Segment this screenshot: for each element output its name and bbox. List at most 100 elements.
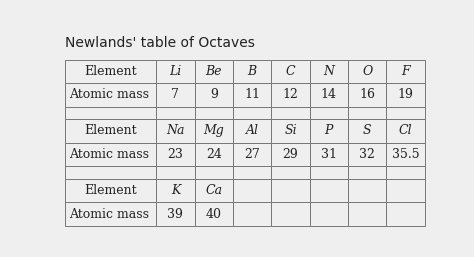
Bar: [65, 202, 156, 226]
Text: K: K: [171, 184, 180, 197]
Bar: [233, 60, 271, 83]
Bar: [271, 107, 310, 119]
Bar: [348, 202, 386, 226]
Bar: [195, 119, 233, 143]
Bar: [271, 202, 310, 226]
Bar: [386, 202, 425, 226]
Text: Atomic mass: Atomic mass: [69, 88, 149, 101]
Bar: [156, 202, 195, 226]
Bar: [195, 143, 233, 166]
Bar: [233, 83, 271, 107]
Bar: [271, 60, 310, 83]
Bar: [195, 60, 233, 83]
Text: P: P: [325, 124, 333, 137]
Bar: [156, 143, 195, 166]
Bar: [195, 202, 233, 226]
Bar: [156, 166, 195, 179]
Bar: [386, 179, 425, 202]
Bar: [233, 107, 271, 119]
Bar: [348, 179, 386, 202]
Text: 16: 16: [359, 88, 375, 101]
Text: 29: 29: [283, 148, 298, 161]
Bar: [386, 166, 425, 179]
Bar: [310, 179, 348, 202]
Bar: [386, 60, 425, 83]
Text: 39: 39: [167, 207, 183, 221]
Text: Cl: Cl: [399, 124, 412, 137]
Bar: [310, 107, 348, 119]
Bar: [233, 202, 271, 226]
Bar: [310, 166, 348, 179]
Text: 40: 40: [206, 207, 222, 221]
Bar: [65, 107, 156, 119]
Bar: [65, 143, 156, 166]
Text: Be: Be: [206, 65, 222, 78]
Text: 24: 24: [206, 148, 222, 161]
Bar: [271, 143, 310, 166]
Bar: [65, 60, 156, 83]
Text: Atomic mass: Atomic mass: [69, 148, 149, 161]
Bar: [348, 83, 386, 107]
Text: O: O: [362, 65, 373, 78]
Text: S: S: [363, 124, 372, 137]
Bar: [233, 166, 271, 179]
Bar: [348, 119, 386, 143]
Bar: [271, 83, 310, 107]
Text: 31: 31: [321, 148, 337, 161]
Text: 14: 14: [321, 88, 337, 101]
Bar: [156, 60, 195, 83]
Text: 19: 19: [398, 88, 413, 101]
Bar: [310, 143, 348, 166]
Bar: [65, 166, 156, 179]
Text: Element: Element: [84, 124, 137, 137]
Text: C: C: [286, 65, 295, 78]
Text: N: N: [323, 65, 334, 78]
Bar: [195, 179, 233, 202]
Text: Al: Al: [246, 124, 259, 137]
Bar: [386, 143, 425, 166]
Bar: [233, 119, 271, 143]
Bar: [348, 166, 386, 179]
Bar: [310, 119, 348, 143]
Bar: [310, 202, 348, 226]
Text: F: F: [401, 65, 410, 78]
Bar: [348, 60, 386, 83]
Text: 9: 9: [210, 88, 218, 101]
Bar: [195, 166, 233, 179]
Bar: [156, 83, 195, 107]
Bar: [271, 179, 310, 202]
Text: 27: 27: [244, 148, 260, 161]
Bar: [310, 60, 348, 83]
Bar: [271, 166, 310, 179]
Text: B: B: [247, 65, 257, 78]
Bar: [65, 119, 156, 143]
Bar: [65, 83, 156, 107]
Text: 12: 12: [283, 88, 299, 101]
Bar: [156, 107, 195, 119]
Text: Atomic mass: Atomic mass: [69, 207, 149, 221]
Bar: [386, 83, 425, 107]
Bar: [233, 179, 271, 202]
Text: 32: 32: [359, 148, 375, 161]
Text: Si: Si: [284, 124, 297, 137]
Text: 23: 23: [167, 148, 183, 161]
Bar: [310, 83, 348, 107]
Bar: [386, 119, 425, 143]
Bar: [156, 179, 195, 202]
Text: Mg: Mg: [203, 124, 224, 137]
Text: Newlands' table of Octaves: Newlands' table of Octaves: [65, 36, 255, 50]
Bar: [233, 143, 271, 166]
Bar: [348, 143, 386, 166]
Text: Element: Element: [84, 184, 137, 197]
Text: Na: Na: [166, 124, 185, 137]
Bar: [386, 107, 425, 119]
Text: 11: 11: [244, 88, 260, 101]
Text: Element: Element: [84, 65, 137, 78]
Text: Ca: Ca: [205, 184, 222, 197]
Bar: [271, 119, 310, 143]
Bar: [195, 83, 233, 107]
Bar: [348, 107, 386, 119]
Bar: [156, 119, 195, 143]
Text: Li: Li: [169, 65, 182, 78]
Bar: [65, 179, 156, 202]
